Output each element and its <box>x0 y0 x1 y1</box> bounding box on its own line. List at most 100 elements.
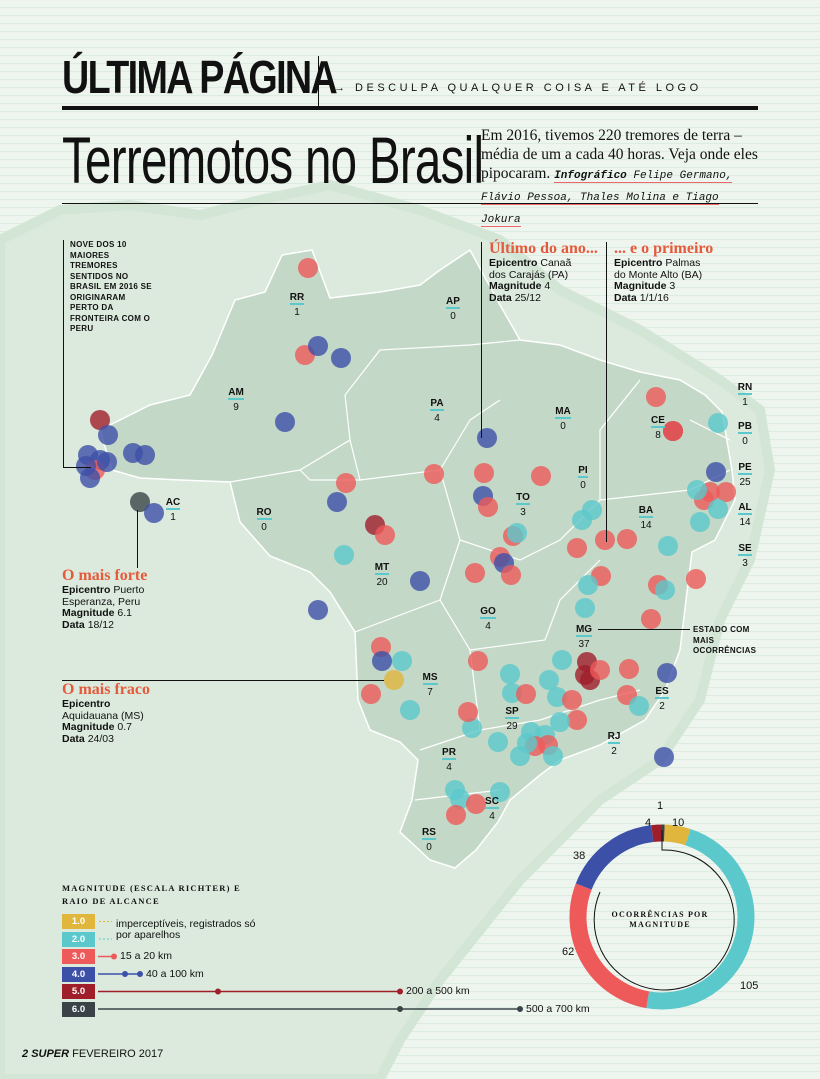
earthquake-dot <box>686 569 706 589</box>
earthquake-dot <box>474 463 494 483</box>
earthquake-dot <box>446 805 466 825</box>
state-count: 29 <box>506 721 518 732</box>
state-code: SP <box>505 706 519 719</box>
donut-label: 4 <box>645 817 652 829</box>
divider <box>318 56 319 106</box>
state-code: RR <box>289 292 305 305</box>
donut-label: 105 <box>740 980 759 992</box>
earthquake-dot <box>336 473 356 493</box>
earthquake-dot <box>361 684 381 704</box>
legend-marker <box>397 988 403 995</box>
mg-note: ESTADO COM MAIS OCORRÊNCIAS <box>693 625 757 655</box>
direction-arrow-icon <box>593 830 735 991</box>
legend-swatch-3.0: 3.0 <box>62 949 95 964</box>
earthquake-dot <box>516 684 536 704</box>
earthquake-dot <box>308 336 328 356</box>
earthquake-dot <box>465 563 485 583</box>
state-count: 0 <box>580 480 586 491</box>
earthquake-dot <box>708 413 728 433</box>
state-count: 4 <box>485 621 491 632</box>
state-count: 3 <box>520 507 526 518</box>
legend-swatch-4.0: 4.0 <box>62 966 95 982</box>
callout-weakest: O mais fraco Epicentro Aquidauana (MS) Mag… <box>62 681 172 745</box>
earthquake-dot <box>327 492 347 512</box>
rule <box>62 203 758 204</box>
state-count: 3 <box>742 558 748 569</box>
donut-segment-5.0 <box>651 824 663 843</box>
state-label-ma: MA 0 <box>548 406 578 433</box>
state-code: PI <box>578 465 588 478</box>
earthquake-dot <box>424 464 444 484</box>
legend-swatch-1.0: 1.0 <box>62 914 95 929</box>
legend-marker <box>397 1006 403 1012</box>
earthquake-dot <box>400 700 420 720</box>
state-count: 0 <box>450 311 456 322</box>
earthquake-dot <box>716 482 736 502</box>
legend-text-imperceptible: imperceptíveis, registrados só por apare… <box>116 918 256 941</box>
rule <box>62 106 758 110</box>
earthquake-dot <box>562 690 582 710</box>
earthquake-dot <box>663 421 683 441</box>
state-count: 0 <box>426 842 432 853</box>
state-label-pi: PI 0 <box>568 465 598 492</box>
earthquake-dot <box>550 712 570 732</box>
state-code: CE <box>651 415 665 428</box>
state-label-ce: CE 8 <box>643 415 673 442</box>
state-label-go: GO 4 <box>473 606 503 633</box>
credits: Infográfico Felipe Germano, Flávio Pesso… <box>481 170 733 227</box>
legend-range: 500 a 700 km <box>526 1002 590 1015</box>
legend-swatch-2.0: 2.0 <box>62 931 95 947</box>
state-count: 14 <box>640 520 652 531</box>
state-code: AM <box>228 387 244 400</box>
state-code: PR <box>442 747 456 760</box>
donut-label: 10 <box>672 817 685 829</box>
state-count: 4 <box>446 762 452 773</box>
earthquake-dot <box>308 600 328 620</box>
earthquake-dot <box>507 523 527 543</box>
leader-line <box>606 242 607 542</box>
earthquake-dot <box>384 670 404 690</box>
intro-text: Em 2016, tivemos 220 tremores de terra –… <box>481 126 761 230</box>
donut-segment-4.0 <box>575 825 654 890</box>
state-code: SC <box>485 796 499 809</box>
state-count: 9 <box>233 402 239 413</box>
donut-label: 1 <box>657 800 664 812</box>
section-title: ÚLTIMA PÁGINA <box>62 51 338 103</box>
state-label-al: AL 14 <box>730 502 760 529</box>
leader-line <box>598 629 690 630</box>
state-count: 37 <box>578 639 590 650</box>
state-label-pe: PE 25 <box>730 462 760 489</box>
legend-swatch-5.0: 5.0 <box>62 984 95 999</box>
state-label-se: SE 3 <box>730 543 760 570</box>
earthquake-dot <box>334 545 354 565</box>
donut-chart <box>569 824 755 1010</box>
credit-names: Felipe Germano, Flávio Pessoa, Thales Mo… <box>481 170 733 226</box>
state-code: ES <box>655 686 669 699</box>
state-label-am: AM 9 <box>221 387 251 414</box>
state-label-es: ES 2 <box>647 686 677 713</box>
state-code: AL <box>738 502 752 515</box>
state-code: AC <box>165 497 181 510</box>
state-code: BA <box>638 505 654 518</box>
state-code: AP <box>446 296 460 309</box>
state-label-sc: SC 4 <box>477 796 507 823</box>
earthquake-dot <box>658 536 678 556</box>
earthquake-dot <box>372 651 392 671</box>
donut-segment-2.0 <box>646 829 755 1010</box>
state-label-pa: PA 4 <box>422 398 452 425</box>
earthquake-dot <box>450 789 470 809</box>
earthquake-dot <box>590 660 610 680</box>
earthquake-dot <box>531 466 551 486</box>
earthquake-dot <box>135 445 155 465</box>
earthquake-dot <box>517 733 537 753</box>
legend-marker <box>215 988 221 995</box>
state-label-rs: RS 0 <box>414 827 444 854</box>
state-code: MT <box>374 562 390 575</box>
earthquake-dot <box>629 696 649 716</box>
state-count: 0 <box>261 522 267 533</box>
state-label-ac: AC 1 <box>158 497 188 524</box>
leader-line <box>62 680 384 681</box>
earthquake-dot <box>298 258 318 278</box>
legend-marker <box>111 953 117 960</box>
